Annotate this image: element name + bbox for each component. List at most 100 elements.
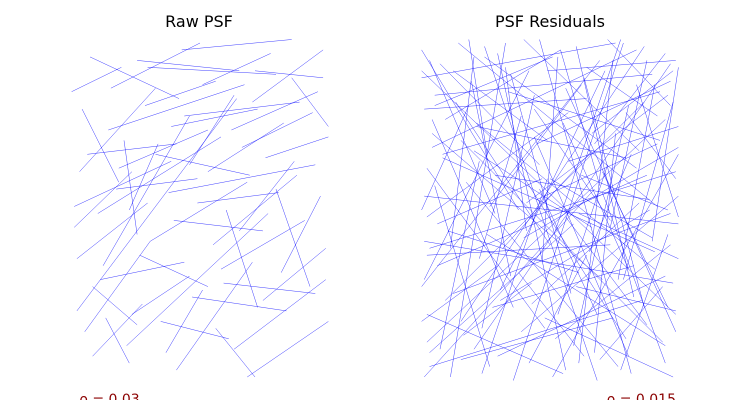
raw-psf-stick-6 — [108, 84, 245, 131]
psf-residuals-stick-51 — [541, 56, 559, 263]
raw-psf-stick-34 — [173, 220, 263, 232]
psf-residuals-stick-117 — [497, 275, 666, 357]
psf-residuals-stick-56 — [573, 105, 629, 346]
raw-psf-stick-30 — [220, 220, 305, 270]
raw-psf-stick-40 — [165, 289, 203, 353]
psf-residuals-stick-96 — [510, 74, 572, 294]
psf-residuals-stick-18 — [424, 241, 674, 284]
psf-residuals-stick-82 — [468, 39, 488, 155]
psf-residuals-stick-22 — [429, 223, 574, 353]
psf-residuals-stick-109 — [434, 56, 553, 106]
psf-residuals-stick-66 — [625, 112, 676, 179]
raw-psf-stick-24 — [89, 56, 180, 99]
psf-residuals-stick-112 — [607, 39, 671, 106]
raw-psf-stick-43 — [197, 192, 279, 204]
psf-residuals-stick-108 — [602, 171, 669, 308]
psf-residuals-stick-99 — [429, 60, 496, 214]
psf-residuals-stick-106 — [460, 140, 663, 343]
psf-residuals-stick-6 — [431, 133, 603, 280]
psf-residuals-stick-28 — [568, 126, 679, 162]
raw-psf-stick-3 — [212, 175, 298, 245]
psf-residuals-stick-85 — [431, 119, 514, 308]
psf-residuals-stick-118 — [589, 154, 632, 252]
raw-psf-stick-17 — [116, 178, 198, 190]
raw-psf-stick-47 — [215, 328, 256, 378]
raw-psf-stick-59 — [189, 95, 235, 165]
psf-residuals-stick-43 — [426, 112, 569, 218]
raw-psf-annotation: ρ = 0.03 — [79, 392, 140, 400]
raw-psf-stick-46 — [74, 161, 172, 207]
psf-residuals-stick-84 — [586, 67, 658, 117]
psf-residuals-title: PSF Residuals — [495, 12, 605, 31]
raw-psf-stick-5 — [126, 213, 269, 346]
raw-psf-stick-18 — [160, 321, 229, 340]
psf-residuals-stick-53 — [620, 234, 669, 371]
psf-residuals-stick-116 — [452, 70, 548, 141]
raw-psf-stick-8 — [92, 286, 138, 325]
psf-residuals-stick-72 — [536, 80, 671, 145]
raw-psf-stick-19 — [280, 195, 321, 273]
raw-psf-stick-9 — [233, 279, 326, 350]
raw-psf-stick-53 — [92, 303, 143, 357]
psf-residuals-stick-73 — [463, 282, 532, 336]
raw-psf-stick-13 — [139, 254, 209, 287]
raw-psf-stick-39 — [87, 143, 177, 155]
raw-psf-stick-44 — [137, 60, 240, 72]
raw-psf-stick-32 — [247, 321, 329, 378]
psf-residuals-stick-34 — [424, 98, 587, 110]
psf-residuals-stick-102 — [473, 150, 593, 228]
psf-residuals-stick-74 — [599, 286, 663, 360]
psf-residuals-stick-79 — [489, 84, 582, 207]
raw-psf-sticks — [71, 39, 329, 378]
psf-residuals-stick-95 — [617, 84, 656, 280]
raw-psf-stick-51 — [181, 39, 292, 51]
psf-residuals-stick-64 — [455, 101, 551, 245]
psf-residuals-stick-70 — [575, 46, 635, 298]
psf-residuals-stick-100 — [554, 39, 621, 231]
raw-psf-stick-12 — [265, 136, 329, 159]
psf-residuals-stick-42 — [523, 39, 640, 151]
raw-psf-stick-33 — [110, 42, 201, 89]
psf-residuals-stick-9 — [497, 53, 566, 371]
raw-psf-stick-16 — [225, 209, 258, 308]
psf-residuals-stick-98 — [581, 174, 668, 211]
psf-residuals-stick-35 — [481, 178, 548, 374]
psf-residuals-stick-87 — [515, 164, 627, 339]
psf-residuals-stick-7 — [473, 63, 671, 350]
psf-residuals-stick-2 — [450, 42, 506, 378]
raw-psf-stick-35 — [76, 202, 148, 259]
psf-residuals-stick-119 — [439, 161, 480, 350]
psf-residuals-stick-20 — [442, 91, 661, 155]
raw-psf-stick-45 — [262, 248, 326, 301]
psf-residuals-stick-47 — [476, 122, 655, 270]
raw-psf-stick-4 — [147, 67, 277, 75]
raw-psf-stick-52 — [239, 161, 295, 232]
psf-residuals-stick-81 — [610, 60, 648, 228]
psf-residuals-stick-92 — [484, 56, 637, 169]
psf-residuals-stick-107 — [518, 272, 585, 357]
psf-residuals-stick-61 — [594, 53, 666, 145]
raw-psf-stick-7 — [168, 164, 316, 193]
psf-residuals-stick-60 — [528, 255, 587, 364]
psf-residuals-stick-16 — [426, 168, 546, 329]
psf-residuals-stick-0 — [421, 70, 676, 315]
psf-residuals-stick-110 — [562, 122, 629, 270]
psf-residuals-stick-29 — [466, 182, 619, 367]
psf-residuals-stick-115 — [651, 67, 679, 242]
psf-residuals-stick-25 — [492, 265, 634, 308]
psf-residuals-stick-12 — [552, 154, 679, 378]
raw-psf-stick-22 — [123, 140, 138, 235]
raw-psf-stick-58 — [100, 261, 185, 280]
raw-psf-stick-37 — [144, 80, 216, 106]
psf-residuals-stick-63 — [578, 213, 679, 259]
psf-residuals-stick-67 — [429, 300, 642, 367]
psf-residuals-stick-40 — [576, 286, 676, 312]
psf-residuals-stick-33 — [555, 244, 671, 339]
raw-psf-stick-15 — [184, 101, 300, 117]
raw-psf-stick-25 — [192, 296, 287, 312]
psf-residuals-stick-69 — [479, 115, 522, 259]
psf-residuals-stick-54 — [447, 230, 579, 273]
